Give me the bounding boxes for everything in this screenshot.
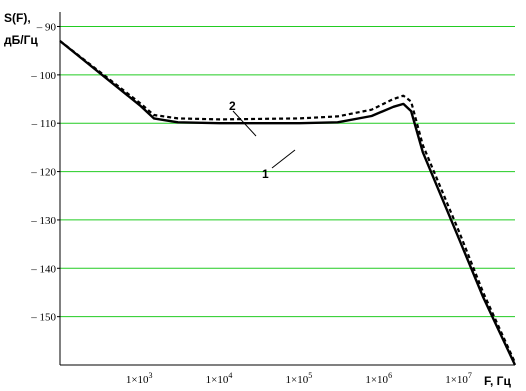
y-axis-title-line-1: S(F), <box>4 11 31 25</box>
y-axis-title: S(F), дБ/Гц <box>4 11 38 47</box>
curve-labels: 2 1 <box>229 99 296 181</box>
y-tick-label: – 90 <box>36 22 57 34</box>
x-tick-label: 1×106 <box>365 371 392 386</box>
y-tick-label: – 150 <box>30 312 56 324</box>
x-tick-label: 1×105 <box>286 371 313 386</box>
x-tick-label: 1×103 <box>126 371 153 386</box>
series-group <box>59 40 517 366</box>
y-tick-label: – 100 <box>30 70 56 82</box>
label-series-1: 1 <box>262 167 269 181</box>
series-line-2 <box>59 40 517 364</box>
series-line-1 <box>59 40 517 366</box>
y-tick-label: – 140 <box>30 263 56 275</box>
label-series-2: 2 <box>229 99 236 113</box>
leader-line-series-1 <box>271 149 296 169</box>
x-ticks: 1×103 1×104 1×105 1×106 1×107 <box>126 371 472 386</box>
x-tick-label: 1×107 <box>445 371 472 386</box>
y-tick-label: – 110 <box>31 118 57 130</box>
y-axis-title-line-2: дБ/Гц <box>4 33 38 47</box>
x-tick-label: 1×104 <box>206 371 233 386</box>
grid <box>60 26 515 318</box>
y-ticks: – 90 – 100 – 110 – 120 – 130 – 140 – 150 <box>30 22 60 324</box>
x-axis-title: F, Гц <box>484 374 511 388</box>
y-tick-label: – 120 <box>30 167 56 179</box>
y-tick-label: – 130 <box>30 215 56 227</box>
leader-line-series-2 <box>232 110 257 137</box>
